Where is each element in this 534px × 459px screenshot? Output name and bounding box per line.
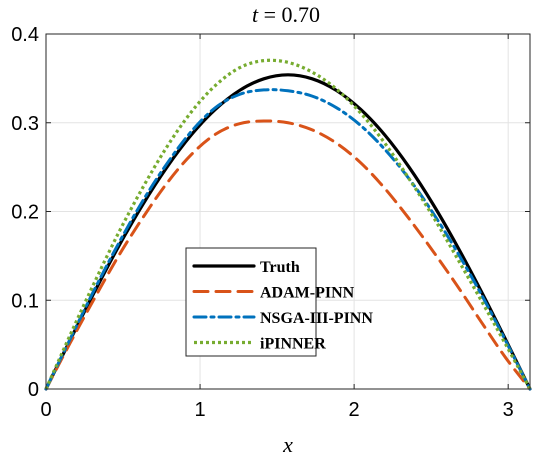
x-tick-label: 1 bbox=[194, 399, 205, 421]
series-line-nsga-iii-pinn bbox=[44, 88, 532, 391]
x-tick-label: 0 bbox=[40, 399, 51, 421]
legend-label: NSGA-III-PINN bbox=[260, 310, 373, 327]
legend-label: iPINNER bbox=[260, 336, 326, 353]
legend-label: ADAM-PINN bbox=[260, 285, 355, 302]
series-line-adam-pinn bbox=[44, 119, 532, 391]
y-tick-label: 0 bbox=[28, 379, 39, 401]
series-line-ipinner bbox=[44, 58, 532, 390]
legend-label: Truth bbox=[260, 259, 300, 276]
chart-title-variable: t bbox=[252, 2, 259, 27]
x-axis-label: x bbox=[282, 432, 293, 457]
x-tick-label: 3 bbox=[503, 399, 514, 421]
y-tick-label: 0.1 bbox=[11, 290, 39, 312]
chart-title-value: = 0.70 bbox=[258, 2, 320, 27]
x-tick-label: 2 bbox=[349, 399, 360, 421]
axis-ticks: 0 1 2 3 0 0.1 0.2 0.3 0.4 bbox=[11, 24, 530, 421]
legend: Truth ADAM-PINN NSGA-III-PINN iPINNER bbox=[185, 247, 373, 357]
y-tick-label: 0.2 bbox=[11, 202, 39, 224]
series-line-truth bbox=[44, 73, 532, 391]
y-tick-label: 0.4 bbox=[11, 24, 39, 46]
series-group bbox=[44, 58, 532, 391]
y-tick-label: 0.3 bbox=[11, 113, 39, 135]
chart-title: t = 0.70 bbox=[252, 2, 320, 27]
